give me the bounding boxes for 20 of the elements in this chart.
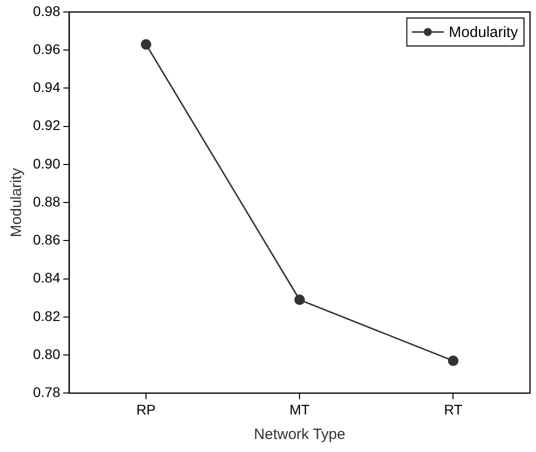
x-axis-title: Network Type [254,426,346,444]
legend-label: Modularity [448,24,518,42]
y-tick-label: 0.94 [33,79,60,96]
x-tick-label: RT [444,401,463,418]
y-tick-label: 0.84 [33,270,60,286]
y-tick-label: 0.80 [33,346,60,362]
y-tick-label: 0.98 [33,2,60,19]
point [140,39,152,50]
y-tick-label: 0.88 [33,193,60,210]
point [294,294,305,306]
y-tick-label: 0.92 [33,117,60,134]
y-tick-label: 0.96 [33,40,60,57]
x-tick-label: MT [290,401,310,418]
y-tick-label: 0.90 [33,155,60,172]
y-tick-label: 0.82 [33,308,60,324]
point [448,356,458,366]
y-axis-title: Modularity [8,168,26,238]
y-tick-label: 0.86 [33,232,60,248]
y-tick-label: 0.78 [33,384,60,400]
x-tick-label: RP [136,401,156,418]
